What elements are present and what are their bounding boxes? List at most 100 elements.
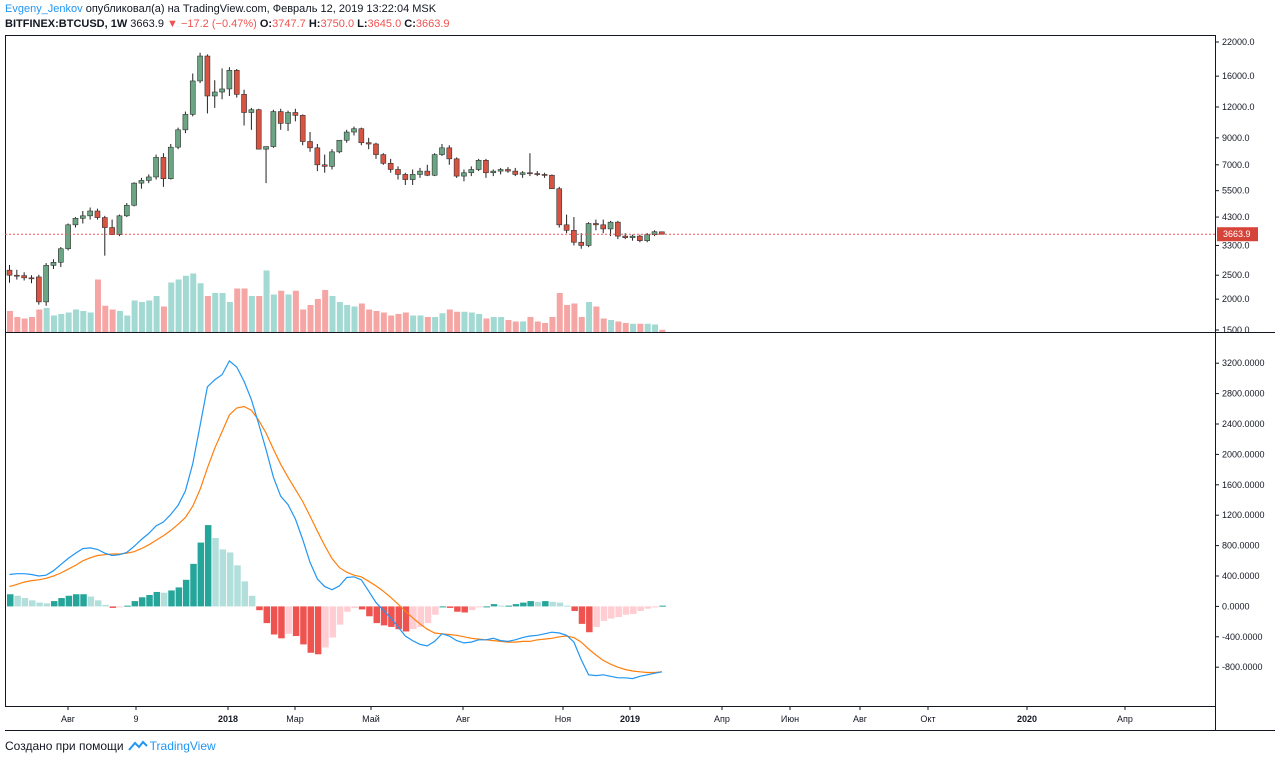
candle-body	[475, 160, 482, 170]
time-tick-label: Окт	[920, 714, 935, 724]
volume-bar	[234, 288, 241, 332]
macd-line	[9, 359, 663, 680]
histogram-bar	[234, 565, 241, 607]
volume-bar	[534, 321, 541, 332]
volume-bars	[7, 270, 666, 332]
candle-body	[431, 154, 438, 176]
volume-bar	[336, 302, 343, 332]
candle-body	[43, 265, 49, 303]
volume-bar	[527, 317, 534, 332]
histogram-bar	[109, 606, 117, 608]
histogram-bar	[21, 598, 29, 607]
volume-bar	[380, 312, 387, 332]
histogram-bar	[124, 605, 131, 607]
volume-bar	[14, 317, 21, 332]
histogram-bar	[395, 606, 402, 630]
histogram-bar	[388, 606, 395, 627]
histogram-bar	[498, 605, 505, 607]
histogram-bar	[285, 606, 293, 634]
volume-bar	[446, 309, 453, 332]
histogram-bar	[212, 538, 219, 607]
histogram-bar	[226, 552, 234, 607]
price-tick-label: 2000.0	[1222, 294, 1250, 304]
histogram-bar	[58, 598, 65, 607]
volume-bar	[512, 321, 519, 332]
price-tick-label: 16000.0	[1222, 71, 1255, 81]
volume-bar	[314, 299, 321, 332]
macd-tick-label: -800.0000	[1222, 662, 1263, 672]
candle-body	[6, 269, 13, 276]
volume-bar	[36, 309, 43, 332]
volume-bar	[65, 312, 72, 332]
candle-body	[277, 111, 284, 124]
volume-bar	[498, 317, 505, 332]
histogram-bar	[556, 602, 564, 607]
histogram-bar	[160, 592, 168, 607]
author-link[interactable]: Evgeny_Jenkov	[5, 3, 83, 15]
histogram-bar	[278, 606, 285, 639]
volume-bar	[58, 314, 65, 332]
macd-histogram	[7, 525, 666, 655]
volume-bar	[160, 306, 167, 332]
histogram-bar	[80, 594, 87, 607]
candle-body	[468, 169, 475, 174]
histogram-bar	[578, 606, 586, 624]
price-tick-label: 4300.0	[1222, 212, 1250, 222]
candle-body	[204, 55, 211, 97]
histogram-bar	[534, 601, 542, 607]
histogram-bar	[366, 606, 373, 617]
time-tick-label: Авг	[61, 714, 76, 724]
candle-body	[145, 176, 152, 181]
volume-bar	[43, 308, 50, 332]
time-axis[interactable]: Авг 9 2018 Мар Май Авг Ноя 2019 Апр Июн Авг Окт 2020…	[61, 706, 1133, 724]
histogram-bar	[483, 606, 490, 608]
histogram-bar	[138, 597, 146, 607]
volume-bar	[461, 311, 468, 332]
tradingview-logo-icon	[127, 740, 148, 751]
symbol-name: BITFINEX:BTCUSD, 1W	[5, 18, 128, 30]
histogram-bar	[50, 601, 58, 607]
volume-bar	[168, 282, 175, 332]
change-arrow-icon: ▼	[167, 18, 178, 30]
volume-bar	[329, 296, 336, 332]
candle-body	[58, 248, 64, 263]
candle-body	[563, 224, 570, 231]
histogram-bar	[358, 606, 366, 610]
candle-body	[343, 131, 350, 141]
price-tick-label: 22000.0	[1222, 37, 1255, 47]
histogram-bar	[659, 605, 666, 607]
candle-body	[211, 91, 218, 97]
close-value: 3663.9	[415, 18, 450, 30]
candle-body	[241, 94, 247, 113]
histogram-bar	[454, 606, 461, 612]
histogram-bar	[527, 601, 534, 607]
histogram-bar	[263, 606, 271, 624]
candle-body	[219, 88, 225, 93]
volume-bar	[292, 290, 299, 332]
volume-bar	[116, 311, 123, 332]
volume-bar	[556, 293, 563, 332]
candle-body	[233, 69, 240, 95]
candle-body	[197, 55, 203, 82]
symbol-info: BITFINEX:BTCUSD, 1W 3663.9 ▼ −17.2 (−0.4…	[5, 18, 450, 30]
volume-bar	[410, 315, 417, 332]
candle-body	[512, 170, 519, 175]
histogram-bar	[593, 606, 600, 627]
candle-body	[439, 147, 445, 155]
histogram-bar	[7, 594, 14, 607]
macd-axis[interactable]: 3200.0000 2800.0000 2400.0000 2000.0000 1600…	[1215, 358, 1265, 672]
candle-body	[307, 141, 313, 149]
price-axis[interactable]: 22000.0 16000.0 12000.0 9000.0 7000.0 5500.0 4…	[1215, 37, 1258, 335]
macd-tick-label: -400.0000	[1222, 632, 1263, 642]
tradingview-logo[interactable]: TradingView	[127, 739, 216, 753]
volume-bar	[72, 309, 79, 332]
candle-body	[402, 174, 409, 180]
candle-body	[578, 241, 585, 246]
price-badge-label: 3663.9	[1223, 229, 1251, 239]
price-badge	[1217, 227, 1258, 242]
candle-body	[644, 234, 651, 241]
histogram-bar	[637, 606, 644, 611]
volume-bar	[615, 321, 622, 332]
volume-bar	[483, 318, 490, 332]
